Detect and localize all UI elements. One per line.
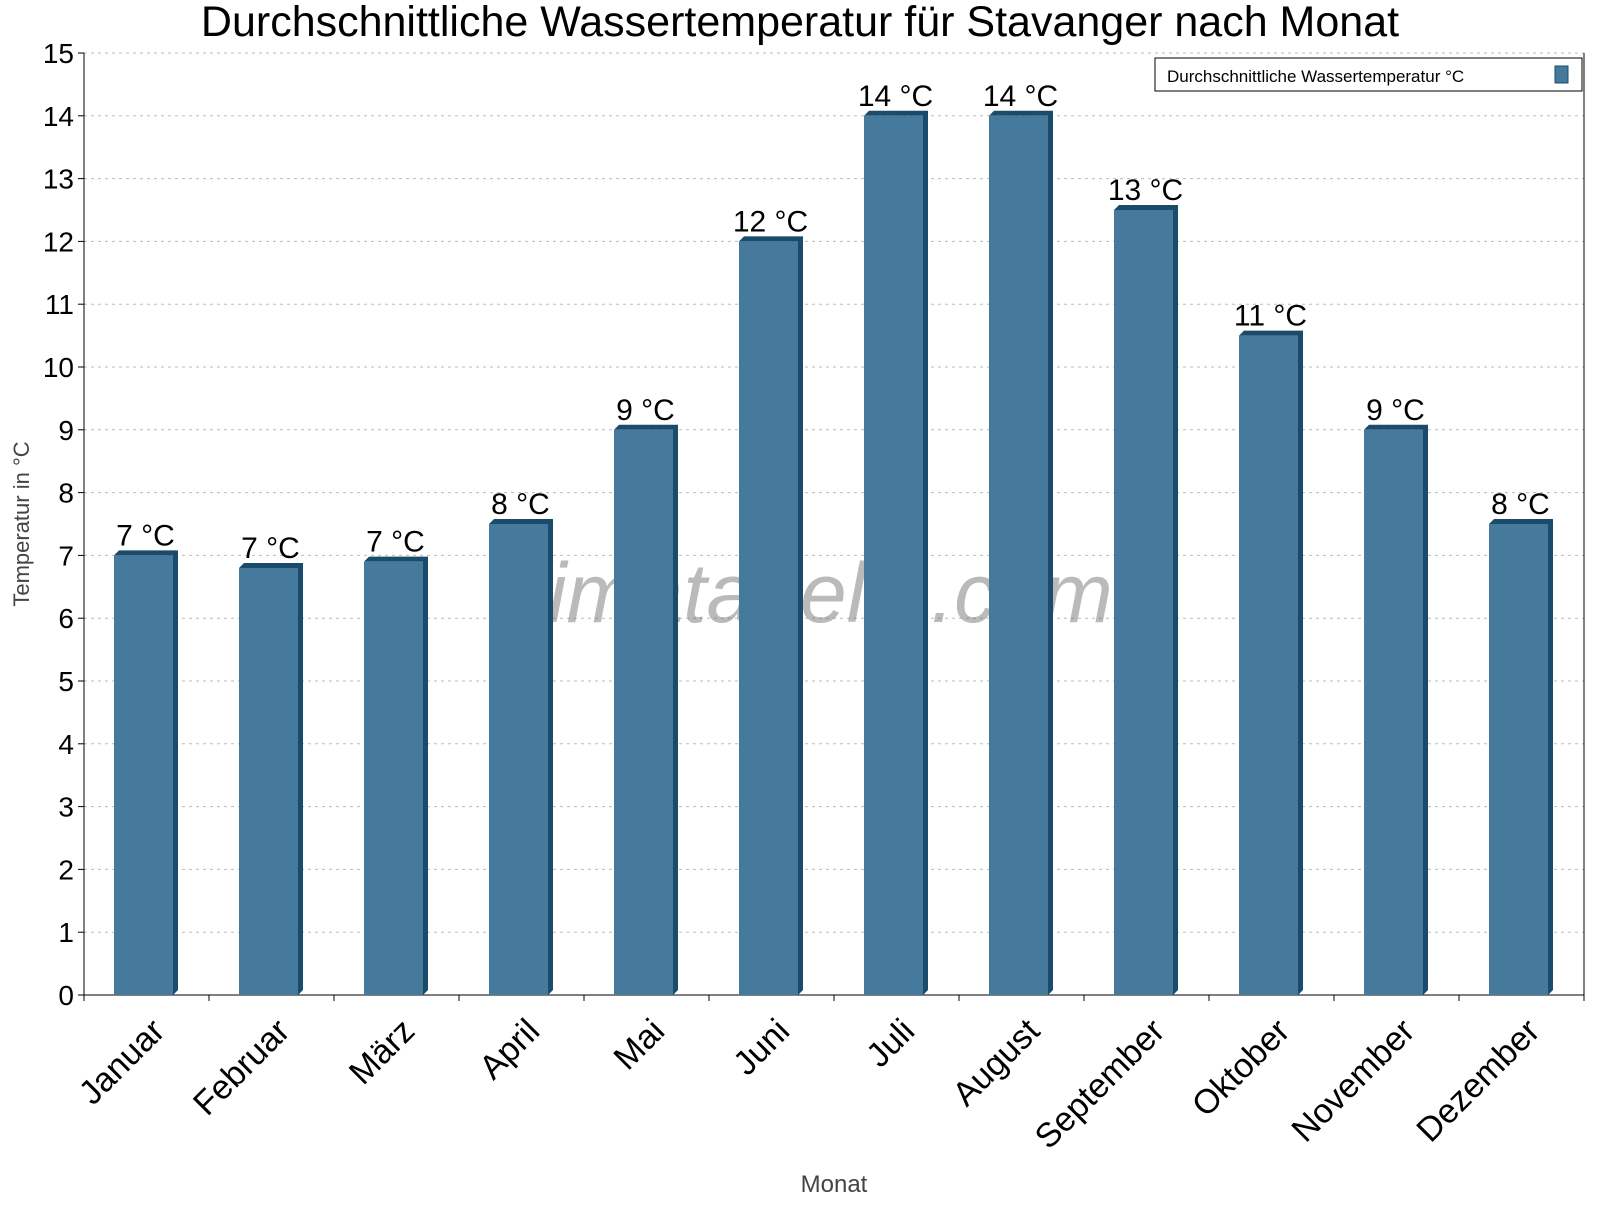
data-label: 7 °C — [241, 532, 300, 565]
data-label: 14 °C — [983, 80, 1058, 113]
y-tick-label: 11 — [45, 289, 74, 320]
y-tick-label: 13 — [43, 164, 74, 195]
bar — [1489, 524, 1548, 995]
bar — [364, 561, 423, 995]
data-label: 12 °C — [733, 205, 808, 238]
y-tick-label: 6 — [58, 603, 74, 634]
x-tick-label: März — [342, 1012, 422, 1092]
data-label: 11 °C — [1234, 300, 1307, 333]
y-tick-label: 5 — [58, 666, 74, 697]
data-label: 7 °C — [366, 526, 425, 559]
legend: Durchschnittliche Wassertemperatur °C — [1154, 57, 1583, 92]
y-axis-label: Temperatur in °C — [9, 441, 34, 606]
x-tick-label: Februar — [186, 1012, 297, 1123]
data-label: 7 °C — [116, 519, 175, 552]
legend-label: Durchschnittliche Wassertemperatur °C — [1167, 67, 1464, 86]
bar — [614, 429, 673, 995]
y-tick-label: 14 — [43, 101, 74, 132]
x-tick-label: Oktober — [1185, 1012, 1297, 1124]
legend-swatch — [1554, 65, 1569, 84]
bar — [739, 241, 798, 995]
data-label: 13 °C — [1108, 174, 1183, 207]
x-tick-label: November — [1284, 1012, 1422, 1150]
bar — [1114, 210, 1173, 995]
y-tick-label: 3 — [58, 792, 74, 823]
data-label: 9 °C — [616, 394, 675, 427]
bar — [489, 524, 548, 995]
bar — [989, 115, 1048, 996]
bar — [239, 567, 298, 995]
x-tick-label: Mai — [607, 1012, 673, 1078]
data-label: 8 °C — [491, 488, 550, 521]
x-tick-label: Juni — [726, 1012, 797, 1083]
x-tick-label: Dezember — [1409, 1012, 1547, 1150]
chart-title: Durchschnittliche Wassertemperatur für S… — [201, 0, 1399, 46]
y-tick-label: 9 — [58, 415, 74, 446]
y-tick-label: 4 — [58, 729, 74, 760]
x-tick-label: September — [1028, 1012, 1172, 1156]
y-tick-label: 8 — [58, 478, 74, 509]
data-label: 8 °C — [1491, 488, 1550, 521]
x-tick-label: August — [945, 1011, 1047, 1113]
legend-box — [1154, 57, 1583, 92]
bar — [1239, 335, 1298, 996]
y-tick-label: 12 — [43, 226, 74, 257]
y-tick-label: 10 — [43, 352, 74, 383]
y-tick-label: 1 — [58, 917, 74, 948]
y-tick-label: 2 — [58, 854, 74, 885]
data-label: 14 °C — [858, 80, 933, 113]
bar — [114, 555, 173, 995]
y-tick-label: 0 — [58, 980, 74, 1011]
gridlines — [84, 52, 1584, 933]
x-tick-label: Januar — [72, 1012, 172, 1112]
x-tick-label: Juli — [859, 1012, 922, 1075]
x-tick-label: April — [472, 1012, 547, 1087]
data-label: 9 °C — [1366, 394, 1425, 427]
bar — [1364, 429, 1423, 995]
bar — [864, 115, 923, 996]
bars: 7 °C 7 °C 7 °C 8 °C 9 °C 12 °C 14 °C 14 °C 13 °C… — [114, 80, 1553, 996]
y-tick-label: 15 — [43, 38, 74, 69]
y-tick-label: 7 — [58, 540, 74, 571]
x-axis-label: Monat — [801, 1171, 868, 1198]
